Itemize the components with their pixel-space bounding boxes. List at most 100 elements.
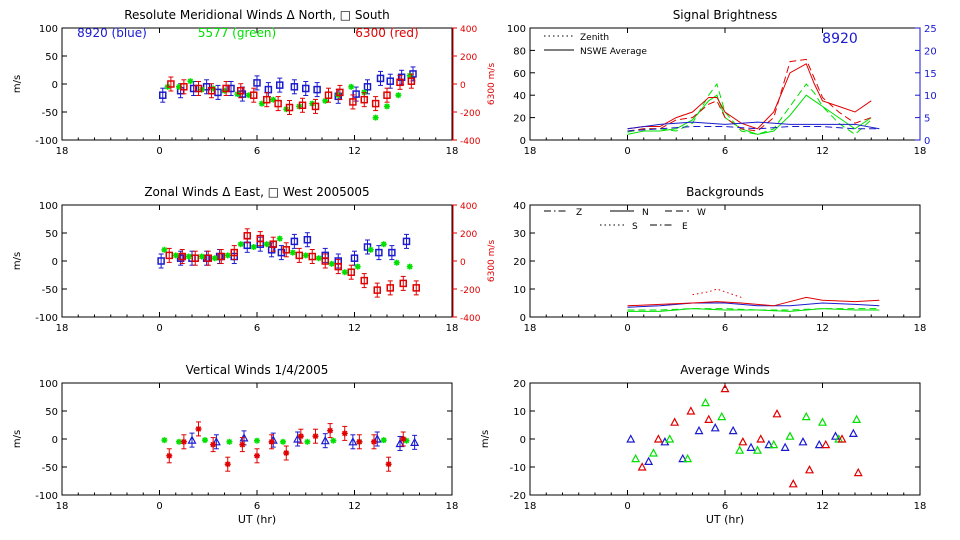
star-stroke bbox=[342, 430, 348, 437]
data-point-red bbox=[222, 84, 230, 93]
data-point-green bbox=[226, 438, 233, 445]
legend-label: NSWE Average bbox=[580, 47, 647, 57]
legend-label: Z bbox=[576, 208, 582, 218]
y-tick-label: 20 bbox=[513, 379, 526, 390]
y-right-tick-label: 0 bbox=[460, 81, 466, 91]
x-tick-label: 0 bbox=[156, 501, 162, 512]
x-tick-label: 18 bbox=[56, 501, 69, 512]
data-point-green bbox=[395, 92, 402, 99]
data-point-red bbox=[282, 246, 290, 254]
data-point-green bbox=[224, 252, 231, 259]
data-point-green bbox=[289, 249, 296, 256]
data-point-red bbox=[256, 234, 264, 243]
data-point-green bbox=[717, 411, 727, 421]
y-tick-label: 0 bbox=[52, 257, 58, 268]
data-point-red bbox=[821, 439, 831, 449]
data-point-red bbox=[237, 86, 245, 95]
data-point-blue bbox=[764, 439, 774, 449]
data-point-green bbox=[735, 445, 745, 454]
data-point-green bbox=[330, 437, 337, 444]
data-point-green bbox=[328, 260, 335, 267]
chart-title: Signal Brightness bbox=[673, 8, 778, 22]
data-point-blue bbox=[626, 434, 636, 443]
star-stroke bbox=[356, 439, 363, 445]
chart-panel-meridional: Resolute Meridional Winds Δ North, □ Sou… bbox=[12, 8, 497, 157]
data-point-green bbox=[211, 255, 218, 262]
data-point-green bbox=[254, 437, 260, 444]
star-stroke bbox=[268, 439, 275, 445]
data-point-green bbox=[406, 263, 413, 270]
star-stroke bbox=[254, 453, 260, 459]
x-tick-label: 0 bbox=[624, 501, 630, 512]
data-point-red bbox=[399, 279, 407, 288]
data-point-blue bbox=[728, 425, 738, 435]
x-tick-label: 18 bbox=[914, 323, 927, 334]
x-tick-label: 12 bbox=[816, 146, 829, 157]
x-tick-label: 12 bbox=[816, 323, 829, 334]
data-point-blue bbox=[290, 83, 299, 91]
data-point-green bbox=[280, 438, 286, 445]
y-tick-label: -50 bbox=[42, 463, 58, 474]
star-stroke bbox=[407, 263, 413, 270]
data-point-green bbox=[263, 241, 270, 248]
data-point-red bbox=[250, 91, 258, 99]
star-stroke bbox=[395, 92, 402, 98]
data-point-green bbox=[683, 453, 693, 463]
data-point-green bbox=[752, 445, 763, 454]
data-point-red bbox=[204, 254, 212, 262]
data-point-red bbox=[349, 98, 357, 106]
data-point-green bbox=[187, 78, 194, 85]
y-right-tick-label: 15 bbox=[924, 69, 937, 80]
data-point-green bbox=[237, 241, 244, 248]
data-point-green bbox=[367, 246, 374, 253]
y-tick-label: 100 bbox=[39, 24, 58, 35]
x-tick-label: 18 bbox=[524, 323, 537, 334]
star-stroke bbox=[348, 84, 354, 90]
star-stroke bbox=[371, 439, 377, 445]
star-stroke bbox=[181, 439, 187, 445]
y-tick-label: 100 bbox=[39, 379, 58, 390]
y-tick-label: -20 bbox=[510, 491, 526, 502]
star-stroke bbox=[254, 437, 260, 444]
x-tick-label: 18 bbox=[56, 323, 69, 334]
legend-label: W bbox=[697, 208, 706, 218]
data-point-red bbox=[637, 462, 647, 471]
y-tick-label: 10 bbox=[513, 407, 526, 418]
chart-panel-zonal: Zonal Winds Δ East, □ West 2005005 18 0 6 12… bbox=[12, 185, 497, 334]
data-point-blue bbox=[780, 442, 790, 451]
x-tick-label: 18 bbox=[524, 146, 537, 157]
y-tick-label: -50 bbox=[42, 285, 58, 296]
data-point-red bbox=[297, 433, 304, 440]
data-point-blue bbox=[313, 85, 321, 94]
y-tick-label: 30 bbox=[513, 229, 526, 240]
data-point-green bbox=[304, 438, 311, 445]
y-tick-label: 80 bbox=[513, 46, 526, 57]
data-point-red bbox=[239, 441, 246, 448]
data-point-red bbox=[804, 465, 815, 474]
data-point-green bbox=[785, 431, 795, 440]
data-point-green bbox=[393, 259, 400, 266]
data-point-red bbox=[373, 286, 381, 294]
y-tick-label: -100 bbox=[35, 313, 58, 324]
y-tick-label: 50 bbox=[45, 407, 58, 418]
star-stroke bbox=[381, 437, 387, 443]
data-point-green bbox=[176, 438, 182, 445]
star-stroke bbox=[210, 441, 216, 448]
x-tick-label: 18 bbox=[914, 501, 927, 512]
star-stroke bbox=[251, 244, 257, 250]
data-point-red bbox=[334, 262, 342, 271]
x-tick-label: 12 bbox=[348, 323, 361, 334]
y-tick-label: 60 bbox=[513, 69, 526, 80]
data-point-red bbox=[312, 433, 319, 440]
data-point-red bbox=[400, 436, 407, 442]
data-point-red bbox=[412, 284, 420, 292]
data-point-green bbox=[354, 263, 361, 270]
x-axis-label: UT (hr) bbox=[706, 513, 744, 526]
series-line-green bbox=[627, 82, 872, 136]
y-tick-label: 20 bbox=[513, 114, 526, 125]
data-point-red bbox=[178, 252, 186, 261]
y-right-tick-label: 400 bbox=[460, 25, 477, 35]
